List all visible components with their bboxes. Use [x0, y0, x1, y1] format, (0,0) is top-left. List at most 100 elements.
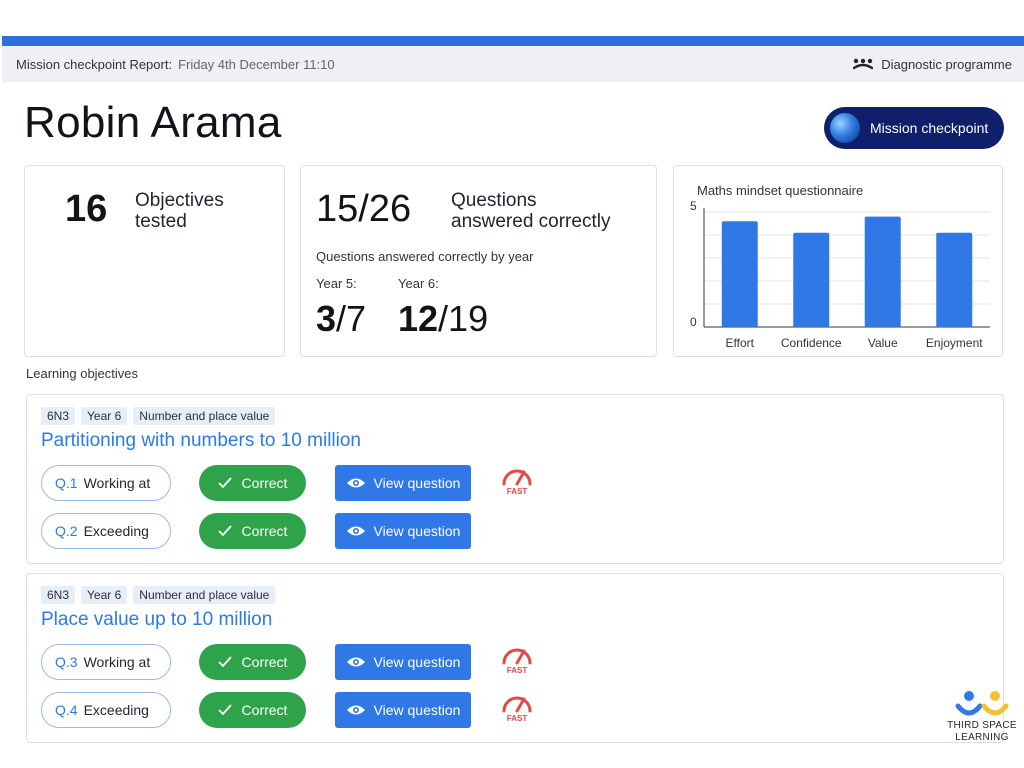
eye-icon	[346, 526, 365, 536]
question-row: Q.2 Exceeding Correct View question	[41, 513, 561, 549]
eye-icon	[346, 478, 365, 488]
brand-line1: THIRD SPACE	[947, 720, 1017, 731]
year6-label: Year 6:	[398, 276, 439, 291]
question-level-pill[interactable]: Q.1 Working at	[41, 465, 171, 501]
objective-tag: Number and place value	[133, 407, 276, 425]
report-window: Mission checkpoint Report: Friday 4th De…	[2, 36, 1024, 743]
question-number: Q.4	[55, 702, 78, 718]
correct-label: Correct	[241, 702, 288, 718]
mission-checkpoint-button[interactable]: Mission checkpoint	[824, 107, 1004, 149]
objectives-label-line1: Objectives	[135, 190, 224, 211]
correct-badge: Correct	[199, 513, 306, 549]
question-row: Q.3 Working at Correct View question FAST	[41, 644, 561, 680]
year5-label: Year 5:	[316, 276, 357, 291]
objective-card: 6N3 Year 6 Number and place value Partition…	[26, 394, 1004, 564]
chart-bar-confidence	[793, 232, 830, 327]
check-icon	[217, 704, 232, 716]
correct-label: Questions answered correctly	[451, 190, 610, 232]
view-question-button[interactable]: View question	[335, 513, 471, 549]
eye-icon	[346, 657, 365, 667]
question-row: Q.1 Working at Correct View question FAST	[41, 465, 561, 501]
view-question-button[interactable]: View question	[335, 692, 471, 728]
correct-label: Correct	[241, 523, 288, 539]
report-date: Friday 4th December 11:10	[178, 56, 335, 72]
question-number: Q.1	[55, 475, 78, 491]
mission-checkpoint-label: Mission checkpoint	[870, 120, 989, 136]
objectives-label-line2: tested	[135, 211, 187, 232]
correct-badge: Correct	[199, 465, 306, 501]
correct-label: Correct	[241, 654, 288, 670]
view-question-label: View question	[373, 654, 461, 670]
objective-tag: 6N3	[41, 407, 76, 425]
mindset-chart-card: Maths mindset questionnaire 5 0 Effort Conf…	[673, 165, 1003, 357]
chart-bar-effort	[721, 221, 758, 327]
speedometer-icon	[502, 469, 532, 486]
check-icon	[217, 656, 232, 668]
year5-correct: 3	[316, 298, 337, 339]
check-icon	[217, 477, 232, 489]
correct-score: 15/26	[316, 188, 412, 230]
globe-icon	[830, 113, 860, 143]
tsl-logo-icon	[955, 691, 1009, 716]
fast-label: FAST	[506, 487, 528, 496]
question-level: Working at	[83, 654, 151, 670]
question-level: Exceeding	[83, 702, 149, 718]
correct-badge: Correct	[199, 644, 306, 680]
objective-tag: 6N3	[41, 586, 76, 604]
correct-label: Correct	[241, 475, 288, 491]
speedometer-icon	[502, 648, 532, 665]
year6-correct: 12	[398, 298, 439, 339]
chart-x-tick: Value	[868, 336, 898, 350]
question-level-pill[interactable]: Q.3 Working at	[41, 644, 171, 680]
check-icon	[217, 525, 232, 537]
mindset-bar-chart: 5 0 Effort Confidence Value Enjoyment	[690, 199, 990, 350]
view-question-label: View question	[373, 702, 461, 718]
report-header-bar: Mission checkpoint Report: Friday 4th De…	[2, 46, 1024, 82]
chart-x-tick: Confidence	[781, 336, 842, 350]
year5-score: 3/7	[316, 298, 366, 340]
question-level: Working at	[83, 475, 151, 491]
question-level-pill[interactable]: Q.2 Exceeding	[41, 513, 171, 549]
question-level-pill[interactable]: Q.4 Exceeding	[41, 692, 171, 728]
view-question-label: View question	[373, 523, 461, 539]
brand-line2: LEARNING	[955, 732, 1009, 743]
chart-bar-enjoyment	[936, 232, 973, 327]
view-question-button[interactable]: View question	[335, 644, 471, 680]
objectives-label: Objectives tested	[135, 190, 224, 232]
objective-tags: 6N3 Year 6 Number and place value	[41, 586, 276, 604]
learning-objectives-heading: Learning objectives	[26, 366, 139, 381]
diagnostic-programme-label: Diagnostic programme	[881, 56, 1012, 72]
question-row: Q.4 Exceeding Correct View question FAST	[41, 692, 561, 728]
chart-y-tick: 5	[690, 199, 697, 213]
year5-total: /7	[336, 298, 367, 339]
correct-label-line1: Questions	[451, 190, 537, 211]
top-accent-bar	[2, 36, 1024, 46]
student-name: Robin Arama	[24, 98, 282, 147]
correct-badge: Correct	[199, 692, 306, 728]
objective-tag: Year 6	[81, 407, 128, 425]
diagnostic-programme-link[interactable]: Diagnostic programme	[853, 57, 1012, 72]
report-label: Mission checkpoint Report:	[16, 56, 173, 72]
view-question-label: View question	[373, 475, 461, 491]
year6-total: /19	[438, 298, 489, 339]
year6-score: 12/19	[398, 298, 488, 340]
chart-x-tick: Effort	[726, 336, 755, 350]
question-number: Q.3	[55, 654, 78, 670]
objective-title[interactable]: Partitioning with numbers to 10 million	[41, 430, 361, 451]
by-year-heading: Questions answered correctly by year	[316, 249, 534, 264]
chart-y-tick: 0	[690, 315, 697, 329]
group-icon	[853, 58, 874, 70]
objective-title[interactable]: Place value up to 10 million	[41, 609, 273, 630]
fast-badge: FAST	[499, 690, 535, 730]
objective-tag: Year 6	[81, 586, 128, 604]
view-question-button[interactable]: View question	[335, 465, 471, 501]
chart-bar-value	[864, 216, 901, 327]
fast-badge: FAST	[499, 463, 535, 503]
chart-x-tick: Enjoyment	[926, 336, 983, 350]
fast-label: FAST	[506, 714, 528, 723]
fast-label: FAST	[506, 666, 528, 675]
correct-label-line2: answered correctly	[451, 211, 611, 232]
objectives-count: 16	[65, 188, 108, 230]
questions-correct-card: 15/26 Questions answered correctly Quest…	[300, 165, 657, 357]
objective-tags: 6N3 Year 6 Number and place value	[41, 407, 276, 425]
